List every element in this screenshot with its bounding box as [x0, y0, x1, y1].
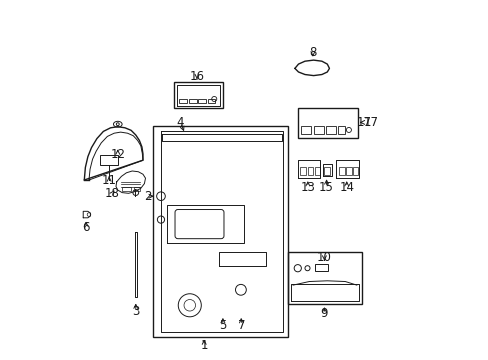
Text: 8: 8 [308, 46, 316, 59]
Bar [152, 126, 287, 337]
Text: 2: 2 [144, 190, 151, 203]
Bar [346, 167, 351, 175]
Bar [198, 99, 206, 103]
Bar [288, 252, 362, 304]
Text: 15: 15 [319, 181, 333, 194]
Text: 7: 7 [237, 319, 245, 332]
Text: 14: 14 [339, 181, 353, 194]
Text: 17: 17 [363, 116, 378, 129]
Bar [300, 167, 305, 175]
Text: 10: 10 [316, 251, 331, 264]
Bar [313, 126, 323, 134]
Bar [122, 187, 131, 191]
Text: 6: 6 [82, 221, 90, 234]
Bar [324, 167, 329, 175]
Bar [314, 167, 320, 175]
Text: 4: 4 [176, 116, 184, 129]
Bar [133, 187, 140, 191]
Bar [179, 99, 186, 103]
Text: 18: 18 [104, 187, 119, 200]
Bar [188, 99, 196, 103]
Text: 13: 13 [300, 181, 315, 194]
Bar [174, 82, 223, 108]
Bar [325, 126, 335, 134]
Text: 1: 1 [200, 339, 207, 352]
Text: 12: 12 [110, 148, 125, 161]
Bar [352, 167, 358, 175]
Bar [338, 167, 344, 175]
Bar [307, 167, 313, 175]
Bar [297, 108, 358, 138]
Text: 9: 9 [320, 307, 327, 320]
Bar [101, 155, 118, 165]
Bar [301, 126, 311, 134]
Text: 3: 3 [132, 305, 139, 318]
Bar [314, 264, 328, 271]
Text: 11: 11 [102, 174, 117, 186]
Bar [337, 126, 345, 134]
Text: 5: 5 [219, 319, 226, 332]
Text: 17: 17 [356, 116, 371, 129]
Text: 16: 16 [189, 70, 204, 83]
Bar [208, 99, 214, 103]
